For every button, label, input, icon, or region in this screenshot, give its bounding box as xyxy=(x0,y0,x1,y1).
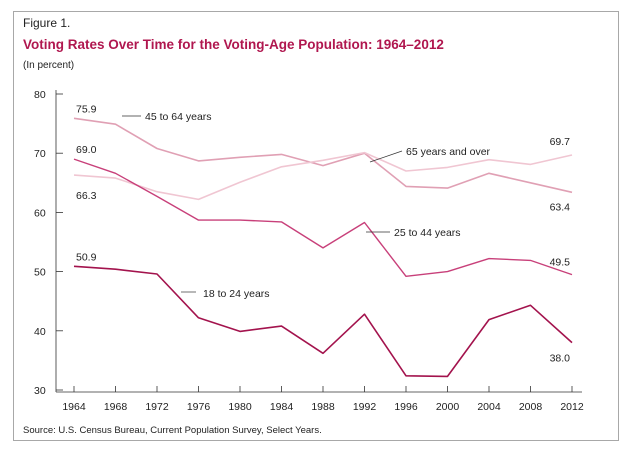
data-label: 49.5 xyxy=(550,257,571,269)
series-line-age_25_44 xyxy=(73,158,573,277)
y-tick-label: 70 xyxy=(34,148,46,160)
y-tick-label: 50 xyxy=(34,267,46,279)
x-tick-label: 1992 xyxy=(353,401,377,413)
axes: 30 40 50 60 70 80 1964 1968 1972 1976 1980 1984 1988… xyxy=(34,89,584,413)
series-line-age_45_64 xyxy=(73,117,573,194)
figure-frame xyxy=(13,11,619,441)
legend-leader-line xyxy=(369,150,403,163)
x-tick-label: 2008 xyxy=(519,401,543,413)
x-tick-label: 1976 xyxy=(187,401,211,413)
x-tick-label: 2004 xyxy=(477,401,501,413)
x-tick-label: 1964 xyxy=(62,401,86,413)
series-layer xyxy=(73,117,573,378)
data-label: 69.7 xyxy=(550,136,571,148)
y-tick-label: 30 xyxy=(34,385,46,397)
data-label: 50.9 xyxy=(76,251,97,263)
data-label: 66.3 xyxy=(76,190,97,202)
series-name-label: 65 years and over xyxy=(406,146,491,158)
x-tick-label: 2000 xyxy=(436,401,460,413)
data-label: 69.0 xyxy=(76,144,97,156)
y-tick-label: 60 xyxy=(34,207,46,219)
series-line-age_65_over xyxy=(73,151,573,201)
series-name-label: 18 to 24 years xyxy=(203,288,270,300)
source-note: Source: U.S. Census Bureau, Current Popu… xyxy=(23,425,322,436)
x-tick-label: 2012 xyxy=(560,401,584,413)
x-tick-label: 1996 xyxy=(394,401,418,413)
y-axis-unit-label: (In percent) xyxy=(23,60,75,71)
labels-layer: 75.9 63.4 66.3 69.7 69.0 49.5 50.9 38.0 45 to 64… xyxy=(76,103,570,364)
x-tick-label: 1988 xyxy=(311,401,335,413)
data-label: 38.0 xyxy=(550,353,571,365)
x-tick-label: 1968 xyxy=(104,401,128,413)
y-tick-label: 80 xyxy=(34,89,46,101)
data-label: 75.9 xyxy=(76,103,97,115)
y-tick-label: 40 xyxy=(34,326,46,338)
series-line-age_18_24 xyxy=(73,265,573,378)
chart-title: Voting Rates Over Time for the Voting-Ag… xyxy=(23,37,444,52)
series-name-label: 45 to 64 years xyxy=(145,111,212,123)
x-tick-label: 1980 xyxy=(228,401,252,413)
x-tick-label: 1972 xyxy=(145,401,169,413)
x-tick-label: 1984 xyxy=(270,401,294,413)
figure-label: Figure 1. xyxy=(23,16,71,30)
data-label: 63.4 xyxy=(550,201,571,213)
series-name-label: 25 to 44 years xyxy=(394,227,461,239)
